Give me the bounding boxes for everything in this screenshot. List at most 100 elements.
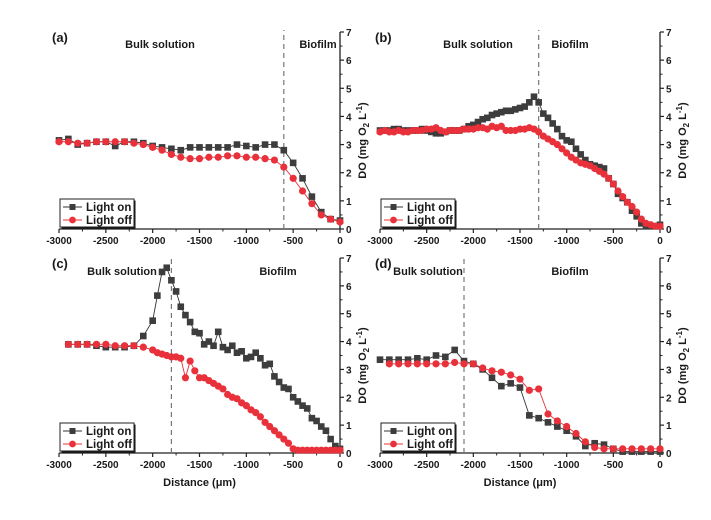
data-point-square xyxy=(488,374,496,382)
data-point-square xyxy=(247,353,255,361)
data-point-circle xyxy=(497,368,505,376)
x-tick-label: -3000 xyxy=(46,236,72,247)
data-point-square xyxy=(257,354,264,362)
data-point-square xyxy=(544,114,552,122)
data-point-square xyxy=(432,130,440,137)
region-label-biofilm: Biofilm xyxy=(299,39,336,51)
y-axis-title-part: DO (mg O xyxy=(357,352,369,404)
x-tick-label: -2500 xyxy=(414,236,440,247)
data-point-circle xyxy=(336,446,344,454)
data-point-square xyxy=(308,193,316,200)
data-point-square xyxy=(600,165,608,172)
data-point-square xyxy=(154,292,161,299)
data-point-square xyxy=(563,137,570,144)
data-point-circle xyxy=(535,385,543,393)
y-axis-title: DO (mg O2 L-1) xyxy=(355,327,371,404)
legend-marker-square xyxy=(390,428,397,434)
data-point-square xyxy=(219,343,227,351)
legend-label: Light off xyxy=(407,215,453,227)
data-point-square xyxy=(628,207,636,215)
y-tick-label: 2 xyxy=(666,169,672,180)
data-point-circle xyxy=(74,139,82,147)
data-point-square xyxy=(568,138,575,146)
data-point-circle xyxy=(516,375,524,383)
data-point-square xyxy=(507,380,514,387)
data-point-square xyxy=(200,341,208,348)
x-tick-label: -3000 xyxy=(367,460,393,471)
y-tick-label: 5 xyxy=(346,310,352,321)
data-point-square xyxy=(582,156,589,164)
data-point-circle xyxy=(83,340,91,348)
legend-label: Light on xyxy=(86,426,131,438)
data-point-square xyxy=(303,405,311,412)
data-point-circle xyxy=(441,360,449,368)
x-tick-label: 0 xyxy=(337,236,343,247)
data-point-square xyxy=(252,349,259,357)
data-point-circle xyxy=(317,211,325,219)
panel-label: (d) xyxy=(375,256,392,271)
data-point-circle xyxy=(637,445,645,453)
data-point-square xyxy=(252,144,259,151)
data-point-circle xyxy=(275,431,283,439)
data-point-circle xyxy=(280,163,288,171)
data-point-circle xyxy=(535,128,543,136)
y-tick-label: 1 xyxy=(346,197,352,208)
data-point-square xyxy=(280,384,288,391)
data-point-circle xyxy=(224,152,232,160)
data-point-circle xyxy=(656,445,664,453)
data-point-circle xyxy=(619,193,627,201)
data-point-circle xyxy=(280,435,288,443)
y-axis-title-part: L xyxy=(357,338,369,348)
data-point-square xyxy=(317,423,325,430)
data-point-square xyxy=(516,104,524,112)
data-point-square xyxy=(451,346,458,354)
data-point-square xyxy=(558,132,566,140)
data-point-square xyxy=(228,342,236,350)
region-label-bulk: Bulk solution xyxy=(87,266,157,278)
data-point-circle xyxy=(130,342,138,350)
panel-d: -3000 -2500 -2000 -1500 -1000 -500 00 1 2 3 4 5 6 7 DO… xyxy=(367,254,691,489)
data-point-circle xyxy=(55,138,63,146)
data-point-circle xyxy=(64,340,72,348)
data-point-circle xyxy=(656,222,664,230)
data-point-square xyxy=(530,93,538,101)
data-point-square xyxy=(210,342,217,350)
x-tick-label: -3000 xyxy=(46,460,72,471)
x-tick-label: -1000 xyxy=(554,460,580,471)
data-point-square xyxy=(554,423,561,430)
data-point-square xyxy=(177,303,185,311)
y-axis-title-part: L xyxy=(357,113,369,123)
data-point-circle xyxy=(233,395,241,403)
data-point-square xyxy=(275,378,283,386)
y-axis-title-superscript: -1 xyxy=(675,330,684,338)
series-light-off xyxy=(55,138,344,226)
y-axis-title-subscript: 2 xyxy=(682,122,691,127)
data-point-square xyxy=(271,373,278,380)
data-point-square xyxy=(442,353,449,361)
x-tick-label: -2000 xyxy=(140,460,166,471)
series-light-off xyxy=(64,340,344,454)
data-point-circle xyxy=(266,422,274,431)
data-point-square xyxy=(386,356,393,363)
y-tick-label: 3 xyxy=(346,365,352,376)
x-tick-label: -2000 xyxy=(461,236,487,247)
data-point-square xyxy=(261,361,269,369)
x-tick-label: -500 xyxy=(283,236,303,247)
y-axis-title: DO (mg O2 L-1) xyxy=(675,327,691,404)
data-point-square xyxy=(376,356,384,363)
y-axis-title-superscript: -1 xyxy=(355,105,364,113)
data-point-square xyxy=(182,311,189,319)
data-point-square xyxy=(563,427,570,435)
x-tick-label: -1000 xyxy=(234,460,260,471)
data-point-circle xyxy=(469,360,477,368)
y-tick-label: 4 xyxy=(666,338,672,349)
data-point-circle xyxy=(167,150,175,159)
data-point-square xyxy=(554,125,561,133)
x-tick-label: -500 xyxy=(603,236,623,247)
x-tick-label: -1500 xyxy=(187,460,213,471)
data-point-square xyxy=(512,106,519,113)
y-axis-title: DO (mg O2 L-1) xyxy=(355,102,371,179)
data-point-square xyxy=(186,144,194,151)
